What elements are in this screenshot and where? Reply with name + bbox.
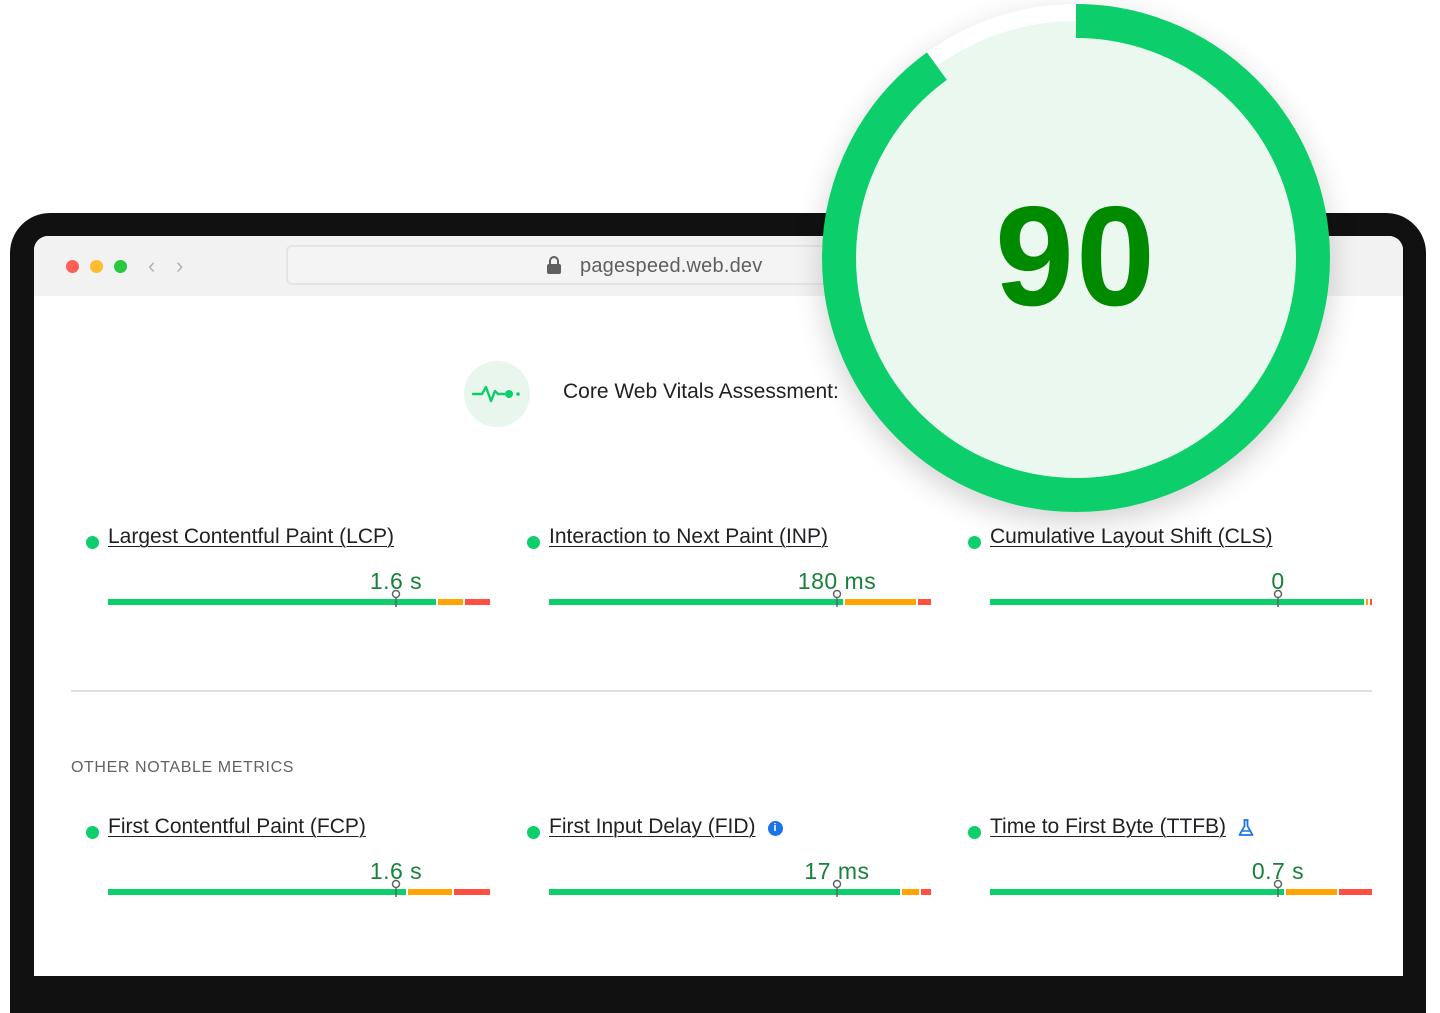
minimize-window-button[interactable]: [90, 260, 103, 273]
metric-core_metrics-1: Interaction to Next Paint (INP) 180 ms: [527, 525, 947, 635]
good-segment: [990, 889, 1284, 895]
info-icon[interactable]: i: [767, 821, 783, 836]
value-marker-icon: [832, 879, 842, 897]
metric-name-link[interactable]: Cumulative Layout Shift (CLS): [990, 525, 1273, 548]
metric-value: 0: [1271, 568, 1285, 594]
value-marker-icon: [1273, 879, 1283, 897]
metric-other_metrics-1: First Input Delay (FID) 17 ms i: [527, 815, 947, 925]
metric-value: 17 ms: [804, 858, 870, 884]
distribution-bar: [990, 599, 1374, 605]
good-segment: [549, 889, 901, 895]
pulse-icon: [464, 361, 530, 427]
distribution-bar: [108, 889, 492, 895]
metric-value: 0.7 s: [1251, 858, 1305, 884]
metric-value: 1.6 s: [369, 568, 423, 594]
score-value: 90: [995, 177, 1157, 336]
metric-name-link[interactable]: Time to First Byte (TTFB): [990, 815, 1227, 838]
poor-segment: [465, 599, 490, 605]
status-dot-icon: [968, 826, 981, 839]
close-window-button[interactable]: [66, 260, 79, 273]
value-marker-icon: [832, 589, 842, 607]
status-dot-icon: [968, 536, 981, 549]
good-segment: [108, 599, 437, 605]
needs-improvement-segment: [1285, 889, 1338, 895]
lock-icon: [546, 255, 562, 280]
url-text: pagespeed.web.dev: [580, 255, 763, 277]
status-dot-icon: [86, 826, 99, 839]
value-marker-icon: [391, 879, 401, 897]
score-ring: [822, 4, 1330, 512]
flask-icon[interactable]: [1238, 819, 1254, 842]
status-dot-icon: [527, 826, 540, 839]
value-marker-icon: [391, 589, 401, 607]
status-dot-icon: [527, 536, 540, 549]
performance-score-gauge: 90: [822, 4, 1330, 512]
needs-improvement-segment: [902, 889, 920, 895]
back-arrow-icon[interactable]: ‹: [148, 253, 156, 278]
poor-segment: [453, 889, 490, 895]
needs-improvement-segment: [844, 599, 916, 605]
assessment-title: Core Web Vitals Assessment:: [563, 380, 839, 403]
metric-name-link[interactable]: Interaction to Next Paint (INP): [549, 525, 828, 548]
distribution-bar: [990, 889, 1374, 895]
needs-improvement-segment: [438, 599, 464, 605]
address-bar[interactable]: pagespeed.web.dev: [286, 245, 846, 285]
other-metrics-heading: OTHER NOTABLE METRICS: [71, 759, 294, 776]
metric-other_metrics-2: Time to First Byte (TTFB) 0.7 s: [968, 815, 1388, 925]
metric-name-link[interactable]: Largest Contentful Paint (LCP): [108, 525, 394, 548]
maximize-window-button[interactable]: [114, 260, 127, 273]
poor-segment: [917, 599, 931, 605]
poor-segment: [1370, 599, 1373, 605]
distribution-bar: [549, 599, 933, 605]
metric-other_metrics-0: First Contentful Paint (FCP) 1.6 s: [86, 815, 506, 925]
value-marker-icon: [1273, 589, 1283, 607]
distribution-bar: [108, 599, 492, 605]
status-dot-icon: [86, 536, 99, 549]
metric-core_metrics-2: Cumulative Layout Shift (CLS) 0: [968, 525, 1388, 635]
poor-segment: [921, 889, 931, 895]
good-segment: [549, 599, 843, 605]
forward-arrow-icon[interactable]: ›: [176, 253, 184, 278]
metric-name-link[interactable]: First Contentful Paint (FCP): [108, 815, 366, 838]
metric-name-link[interactable]: First Input Delay (FID): [549, 815, 756, 838]
good-segment: [108, 889, 406, 895]
needs-improvement-segment: [1366, 599, 1369, 605]
poor-segment: [1339, 889, 1372, 895]
needs-improvement-segment: [407, 889, 452, 895]
metric-value: 1.6 s: [369, 858, 423, 884]
metric-core_metrics-0: Largest Contentful Paint (LCP) 1.6 s: [86, 525, 506, 635]
metric-value: 180 ms: [797, 568, 877, 594]
distribution-bar: [549, 889, 933, 895]
section-divider: [71, 690, 1372, 692]
good-segment: [990, 599, 1365, 605]
